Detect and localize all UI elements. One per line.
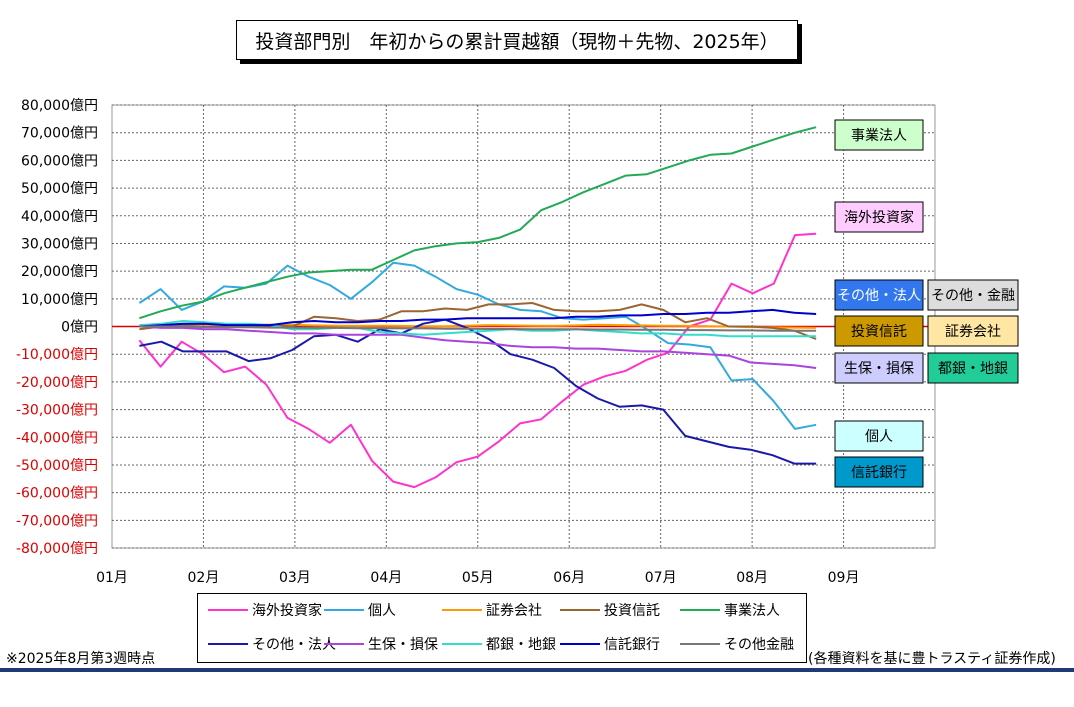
series-end-label: 事業法人: [851, 128, 907, 144]
series-line-3: [139, 302, 817, 340]
series-lines: [138, 126, 817, 489]
series-end-label-box: [834, 119, 924, 151]
y-tick-label: 0億円: [61, 320, 98, 336]
legend-item: 投資信託: [560, 600, 660, 620]
y-tick-label: 60,000億円: [21, 153, 98, 169]
legend-item: その他金融: [680, 634, 794, 654]
y-tick-label: -10,000億円: [16, 347, 98, 363]
y-tick-label: 20,000億円: [21, 264, 98, 280]
legend-item: 都銀・地銀: [442, 634, 556, 654]
legend-item: 個人: [324, 600, 396, 620]
legend-label: 投資信託: [604, 603, 660, 619]
series-end-label: 都銀・地銀: [938, 361, 1008, 377]
x-tick-label: 09月: [828, 570, 860, 586]
y-tick-label: -60,000億円: [16, 486, 98, 502]
y-tick-label: -80,000億円: [16, 541, 98, 557]
legend-item: 信託銀行: [560, 634, 660, 654]
legend-item: 証券会社: [442, 600, 542, 620]
legend-label: 海外投資家: [252, 603, 322, 619]
legend-label: 都銀・地銀: [486, 637, 556, 653]
y-tick-label: 10,000億円: [21, 292, 98, 308]
y-tick-label: -40,000億円: [16, 430, 98, 446]
series-end-label-box: [834, 201, 924, 233]
legend-label: その他金融: [724, 637, 794, 653]
series-end-label-box: [834, 315, 924, 347]
legend-swatch: [680, 643, 720, 645]
legend-label: 事業法人: [724, 603, 780, 619]
y-tick-label: 70,000億円: [21, 126, 98, 142]
series-end-label-box: [927, 315, 1019, 347]
legend-label: 信託銀行: [604, 637, 660, 653]
legend-swatch: [442, 609, 482, 611]
y-tick-label: 80,000億円: [21, 98, 98, 114]
series-line-6: [139, 325, 817, 369]
x-tick-label: 06月: [553, 570, 585, 586]
series-end-label-box: [834, 456, 924, 488]
series-line-4: [139, 126, 817, 320]
x-tick-label: 03月: [279, 570, 311, 586]
legend-item: 海外投資家: [208, 600, 322, 620]
series-line-5: [139, 318, 817, 465]
series-line-0: [138, 232, 817, 489]
footnote-source: (各種資料を基に豊トラスティ証券作成): [808, 651, 1056, 667]
x-tick-label: 05月: [462, 570, 494, 586]
x-axis-ticks: 01月 02月 03月 04月 05月 06月 07月 08月 09月: [96, 570, 859, 586]
x-tick-label: 07月: [645, 570, 677, 586]
series-line-9: [139, 325, 817, 332]
legend-swatch: [442, 643, 482, 645]
x-tick-label: 08月: [736, 570, 768, 586]
x-tick-label: 01月: [96, 570, 128, 586]
series-end-label: 生保・損保: [844, 361, 914, 377]
y-tick-label: -20,000億円: [16, 375, 98, 391]
legend-swatch: [208, 609, 248, 611]
series-end-label-box: [927, 279, 1019, 311]
x-tick-label: 04月: [370, 570, 402, 586]
series-end-label: 海外投資家: [844, 209, 914, 226]
legend-item: 生保・損保: [324, 634, 438, 654]
legend-item: その他・法人: [208, 634, 336, 654]
series-end-label: 信託銀行: [851, 465, 907, 481]
legend-swatch: [560, 643, 600, 645]
y-axis-ticks: 80,000億円 70,000億円 60,000億円 50,000億円 40,000億円…: [16, 98, 98, 557]
y-tick-label: 30,000億円: [21, 236, 98, 252]
series-end-label-box: [834, 352, 924, 384]
footnote-date: ※2025年8月第3週時点: [6, 651, 156, 667]
series-end-label-box: [834, 420, 924, 452]
y-tick-label: -30,000億円: [16, 403, 98, 419]
y-tick-label: 40,000億円: [21, 209, 98, 225]
series-line-7: [139, 320, 817, 338]
legend-label: その他・法人: [252, 637, 336, 653]
series-end-label: 個人: [865, 429, 893, 445]
legend-swatch: [324, 609, 364, 611]
footer-divider: [0, 668, 1074, 672]
series-end-label: 投資信託: [851, 324, 907, 340]
series-end-label-box: [834, 279, 924, 311]
series-end-label: 証券会社: [945, 324, 1001, 340]
legend-swatch: [324, 643, 364, 645]
series-end-label: その他・金融: [931, 288, 1015, 304]
series-end-label: その他・法人: [837, 288, 921, 304]
legend-swatch: [680, 609, 720, 611]
x-tick-label: 02月: [188, 570, 220, 586]
legend-item: 事業法人: [680, 600, 780, 620]
series-end-label-box: [927, 352, 1019, 384]
legend-label: 証券会社: [486, 603, 542, 619]
y-tick-label: 50,000億円: [21, 181, 98, 197]
legend-label: 生保・損保: [368, 637, 438, 653]
legend: 海外投資家 個人 証券会社 投資信託 事業法人 その他・法人 生保・損保 都銀・…: [197, 593, 807, 663]
chart-title: 投資部門別 年初からの累計買越額（現物＋先物、2025年）: [236, 20, 798, 60]
legend-swatch: [560, 609, 600, 611]
y-tick-label: -50,000億円: [16, 458, 98, 474]
legend-swatch: [208, 643, 248, 645]
y-tick-label: -70,000億円: [16, 513, 98, 529]
series-line-8: [139, 308, 817, 328]
legend-label: 個人: [368, 603, 396, 619]
